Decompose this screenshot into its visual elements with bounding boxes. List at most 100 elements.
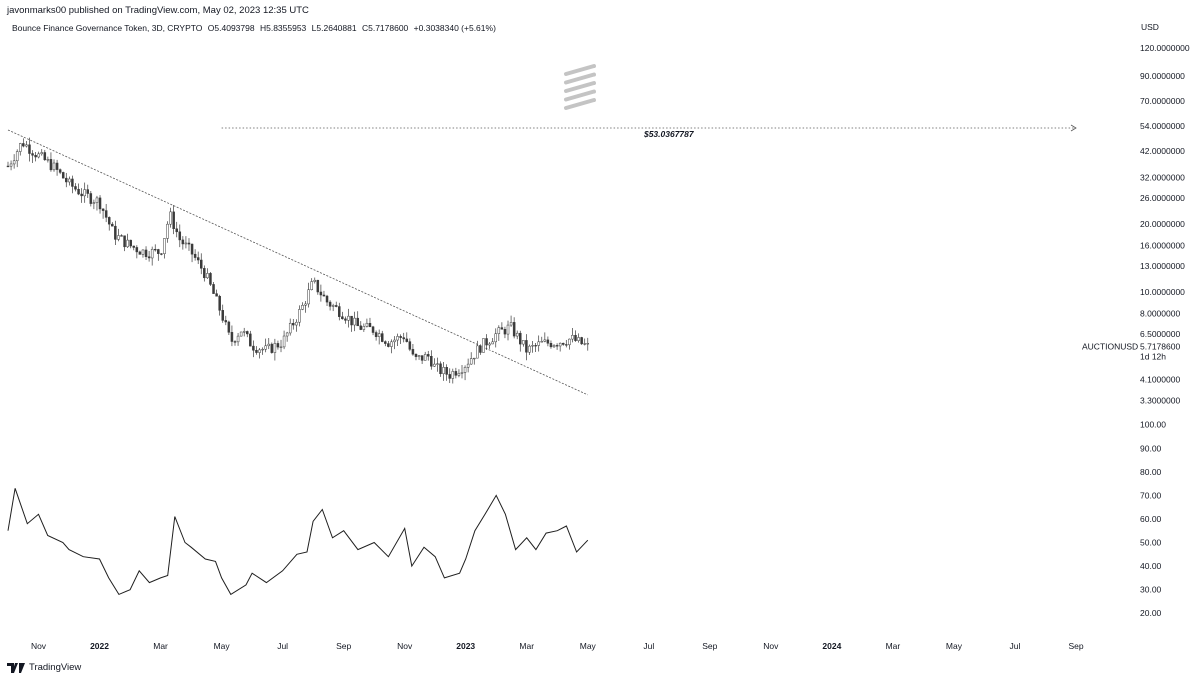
- candle: [433, 358, 436, 367]
- candle: [341, 311, 344, 320]
- price-tick-label: 16.0000000: [1140, 241, 1185, 251]
- arrow-head-icon: [1070, 124, 1077, 132]
- candle: [347, 308, 350, 328]
- time-tick-label: May: [214, 641, 231, 651]
- downtrend-line[interactable]: [7, 129, 588, 396]
- candle: [540, 336, 544, 343]
- rsi-tick-label: 50.00: [1140, 538, 1162, 548]
- candle: [454, 367, 458, 379]
- time-tick-label: 2022: [90, 641, 109, 651]
- time-tick-label: 2024: [822, 641, 841, 651]
- candle: [371, 325, 375, 336]
- candle: [273, 338, 277, 361]
- rsi-tick-label: 100.00: [1140, 420, 1166, 430]
- candle: [390, 339, 393, 354]
- candle: [460, 364, 464, 379]
- tradingview-footer[interactable]: TradingView: [7, 662, 81, 673]
- price-axis[interactable]: 120.0000000 90.0000000 70.0000000 54.000000…: [1140, 43, 1190, 406]
- time-tick-label: May: [580, 641, 597, 651]
- candle: [359, 321, 363, 331]
- candle: [15, 149, 19, 168]
- candle: [209, 272, 212, 286]
- candle: [488, 341, 491, 349]
- candle: [74, 183, 77, 192]
- rsi-axis[interactable]: 100.00 90.00 80.00 70.00 60.00 50.00 40.00 30.0…: [1140, 420, 1166, 619]
- candle: [577, 333, 580, 343]
- watermark-bar: [564, 98, 596, 110]
- price-tick-label: 90.0000000: [1140, 71, 1185, 81]
- rsi-tick-label: 70.00: [1140, 490, 1162, 500]
- rsi-tick-label: 30.00: [1140, 585, 1162, 595]
- candle: [393, 336, 396, 350]
- candle: [242, 327, 246, 337]
- candle: [408, 338, 412, 352]
- brand-name: TradingView: [29, 662, 82, 673]
- candle: [586, 337, 590, 351]
- stack-logo-watermark: [564, 64, 596, 110]
- candle: [89, 190, 93, 207]
- candle: [457, 369, 461, 378]
- candle: [525, 334, 528, 361]
- candle: [292, 318, 295, 330]
- candle: [298, 305, 301, 327]
- candle: [157, 248, 160, 261]
- candle: [166, 221, 169, 243]
- candle: [46, 156, 50, 163]
- candle: [236, 332, 240, 346]
- candle: [68, 176, 71, 186]
- candle: [331, 303, 335, 312]
- candle: [80, 188, 83, 203]
- candle: [107, 216, 111, 231]
- candle: [417, 355, 421, 360]
- candle: [313, 277, 317, 284]
- candle: [203, 265, 206, 282]
- candle: [362, 323, 366, 332]
- candle: [368, 317, 372, 328]
- time-axis[interactable]: Nov 2022 Mar May Jul Sep Nov 2023 Mar May Jul Sep No…: [31, 641, 1084, 651]
- candle: [503, 326, 507, 339]
- time-tick-label: May: [946, 641, 963, 651]
- candle: [512, 317, 516, 339]
- candle: [494, 328, 497, 348]
- candle: [31, 150, 34, 164]
- candle: [365, 318, 369, 328]
- price-tick-label: 42.0000000: [1140, 146, 1185, 156]
- candle: [261, 347, 264, 355]
- time-tick-label: Sep: [1068, 641, 1083, 651]
- symbol-ticker-label: AUCTIONUSD: [1082, 342, 1138, 352]
- candle: [52, 159, 56, 172]
- bar-countdown: 1d 12h: [1140, 352, 1166, 362]
- candle: [249, 330, 252, 347]
- symbol-name[interactable]: Bounce Finance Governance Token, 3D, CRY…: [12, 23, 203, 33]
- high-value: H5.8355953: [259, 23, 307, 33]
- time-tick-label: Mar: [519, 641, 534, 651]
- time-tick-label: Jul: [277, 641, 288, 651]
- price-tick-label: 8.0000000: [1140, 309, 1180, 319]
- candle: [445, 364, 448, 381]
- time-tick-label: Mar: [886, 641, 901, 651]
- candle: [350, 315, 353, 332]
- watermark-bar: [564, 72, 596, 85]
- target-price-label: $53.0367787: [643, 129, 695, 139]
- candle: [485, 334, 488, 350]
- candle: [276, 340, 280, 350]
- candle: [473, 357, 476, 365]
- candle: [451, 368, 455, 384]
- price-tick-label: 3.3000000: [1140, 396, 1180, 406]
- candle: [40, 149, 43, 156]
- candle: [114, 220, 117, 246]
- candle: [227, 320, 231, 336]
- candle: [427, 350, 430, 361]
- rsi-tick-label: 90.00: [1140, 443, 1162, 453]
- rsi-tick-label: 80.00: [1140, 467, 1162, 477]
- price-tick-label: 26.0000000: [1140, 193, 1185, 203]
- candle: [285, 331, 289, 342]
- candle: [531, 341, 534, 353]
- candle: [316, 279, 320, 295]
- candle: [37, 151, 40, 159]
- target-price-line[interactable]: $53.0367787: [221, 124, 1077, 139]
- watermark-bar: [564, 89, 596, 102]
- time-tick-label: Sep: [336, 641, 351, 651]
- candle: [334, 301, 338, 308]
